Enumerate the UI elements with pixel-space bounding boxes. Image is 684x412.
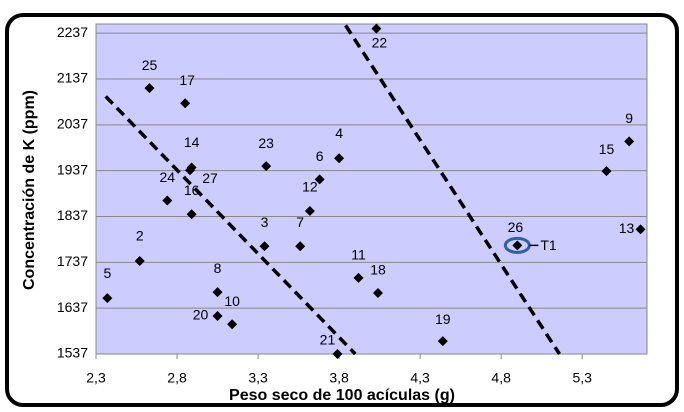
point-label: 20 (193, 307, 209, 323)
x-tick-label: 3,3 (248, 370, 268, 386)
point-label: 16 (184, 182, 200, 198)
point (332, 349, 343, 359)
point-label: 27 (202, 170, 218, 186)
annotation-label: T1 (540, 237, 557, 253)
point (295, 241, 306, 252)
point (259, 241, 270, 252)
point-label: 9 (625, 110, 633, 126)
point (102, 293, 113, 304)
y-axis-title: Concentración de K (ppm) (21, 90, 38, 290)
point (635, 224, 646, 235)
point-label: 17 (179, 72, 195, 88)
y-tick-label: 2037 (57, 116, 88, 132)
y-tick-label: 2237 (57, 24, 88, 40)
x-tick-label: 2,8 (167, 370, 187, 386)
point (180, 98, 191, 109)
point-label: 4 (335, 125, 343, 141)
y-tick-label: 1737 (57, 253, 88, 269)
point (371, 23, 382, 34)
point-label: 25 (142, 57, 158, 73)
point-label: 3 (261, 214, 269, 230)
point-label: 11 (351, 247, 366, 263)
point-label: 14 (184, 134, 200, 150)
point (186, 209, 197, 220)
point (601, 166, 612, 177)
point (304, 206, 315, 216)
x-tick-label: 4,8 (491, 370, 511, 386)
point (334, 153, 345, 164)
x-tick-label: 5,3 (572, 370, 592, 386)
point (372, 288, 383, 299)
point-label: 12 (302, 179, 318, 195)
point-label: 10 (224, 293, 240, 309)
x-tick-label: 4,3 (410, 370, 430, 386)
point (212, 287, 223, 298)
y-tick-label: 2137 (57, 70, 88, 86)
point-label: 21 (320, 332, 336, 348)
point (624, 136, 635, 147)
point-label: 13 (619, 220, 635, 236)
point-label: 19 (435, 311, 451, 327)
point-label: 24 (160, 169, 176, 185)
point-label: 2 (136, 228, 144, 244)
trend-line (104, 95, 357, 356)
point (212, 310, 223, 321)
point (314, 174, 325, 185)
y-tick-label: 1937 (57, 161, 88, 177)
point-label: 8 (214, 260, 222, 276)
x-tick-label: 3,8 (329, 370, 349, 386)
point-label: 5 (103, 265, 111, 281)
point-label: 15 (599, 141, 615, 157)
point (134, 255, 145, 266)
point (437, 336, 448, 347)
point (162, 195, 173, 206)
x-tick-label: 2,3 (86, 370, 106, 386)
point (227, 319, 238, 330)
point-label: 18 (370, 262, 386, 278)
y-tick-label: 1837 (57, 207, 88, 223)
point (512, 240, 523, 251)
point (353, 272, 364, 283)
trend-line (344, 24, 561, 355)
point-label: 23 (258, 135, 274, 151)
point-label: 6 (316, 148, 324, 164)
point-label: 26 (508, 219, 524, 235)
point (261, 161, 272, 172)
point-label: 22 (372, 34, 388, 50)
point-label: 7 (296, 214, 304, 230)
y-tick-label: 1537 (57, 345, 88, 361)
x-axis-title: Peso seco de 100 acículas (g) (229, 387, 455, 404)
point (144, 83, 155, 94)
point (184, 165, 195, 176)
y-tick-label: 1637 (57, 299, 88, 315)
